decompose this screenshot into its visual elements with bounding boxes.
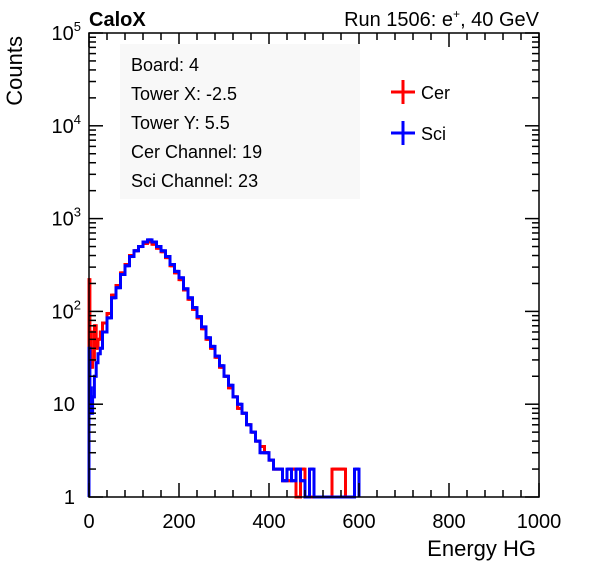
axis-layer: 0 200 400 600 800 1000 1 10 102 103 104 105 xyxy=(52,19,562,533)
y-tick-label: 104 xyxy=(52,112,81,138)
info-tower-y: Tower Y: 5.5 xyxy=(131,113,230,133)
series-line xyxy=(87,240,347,499)
plot-frame xyxy=(88,32,540,498)
run-label: Run 1506: e+, 40 GeV xyxy=(344,7,540,31)
info-sci-channel: Sci Channel: 23 xyxy=(131,171,258,191)
legend: Cer Sci xyxy=(391,80,450,145)
experiment-label: CaloX xyxy=(89,9,146,31)
series-sci xyxy=(87,238,361,499)
x-tick-label: 200 xyxy=(162,511,195,533)
series-line xyxy=(87,238,361,499)
legend-sci-marker xyxy=(391,121,415,145)
y-tick-label: 10 xyxy=(53,394,75,416)
y-tick-label: 105 xyxy=(52,19,81,45)
y-tick-label: 1 xyxy=(64,487,75,509)
x-axis-title: Energy HG xyxy=(427,536,536,561)
info-board: Board: 4 xyxy=(131,55,199,75)
series-cer xyxy=(87,240,347,499)
series-layer xyxy=(87,238,361,499)
y-axis-title: Counts xyxy=(2,36,27,106)
info-box-background xyxy=(120,44,360,199)
y-tick-label: 103 xyxy=(52,205,81,231)
info-box: Board: 4 Tower X: -2.5 Tower Y: 5.5 Cer … xyxy=(120,44,360,199)
y-tick-label: 102 xyxy=(52,297,81,323)
x-tick-label: 1000 xyxy=(517,511,562,533)
x-tick-label: 400 xyxy=(252,511,285,533)
info-tower-x: Tower X: -2.5 xyxy=(131,84,237,104)
legend-cer-marker xyxy=(391,80,415,104)
x-tick-label: 600 xyxy=(342,511,375,533)
x-tick-label: 0 xyxy=(83,511,94,533)
legend-cer-label: Cer xyxy=(421,83,450,103)
x-tick-label: 800 xyxy=(432,511,465,533)
legend-sci-label: Sci xyxy=(421,124,446,144)
info-cer-channel: Cer Channel: 19 xyxy=(131,142,262,162)
